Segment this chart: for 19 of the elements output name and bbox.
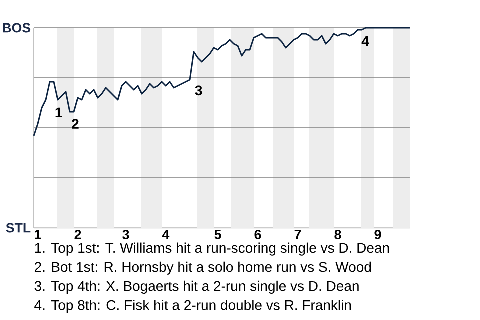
text: STL: [6, 223, 31, 233]
text: 4. Top 8th: C. Fisk hit a 2-run double vs R. Franklin: [34, 300, 352, 314]
x-tick-label: 2: [74, 230, 82, 240]
annotation: 3: [195, 86, 202, 96]
text: 1. Top 1st: T. Williams hit a run-scoring single vs D. Dean: [35, 242, 390, 256]
x-tick-label: 3: [122, 230, 130, 240]
x-tick-label: 9: [374, 230, 382, 240]
text: BOS: [3, 23, 31, 33]
x-tick-label: 6: [254, 230, 262, 240]
x-tick-label: 4: [162, 230, 170, 240]
x-tick-label: 1: [35, 230, 42, 240]
text: 3. Top 4th: X. Bogaerts hit a 2-run single vs D. Dean: [34, 280, 359, 294]
annotation: 2: [72, 119, 79, 129]
text: 2. Bot 1st: R. Hornsby hit a solo home run vs S. Wood: [34, 262, 372, 275]
x-tick-label: 7: [294, 230, 302, 240]
annotation: 1: [56, 108, 62, 118]
annotation: 4: [362, 36, 370, 46]
x-tick-label: 5: [214, 230, 222, 240]
x-tick-label: 8: [334, 230, 342, 240]
